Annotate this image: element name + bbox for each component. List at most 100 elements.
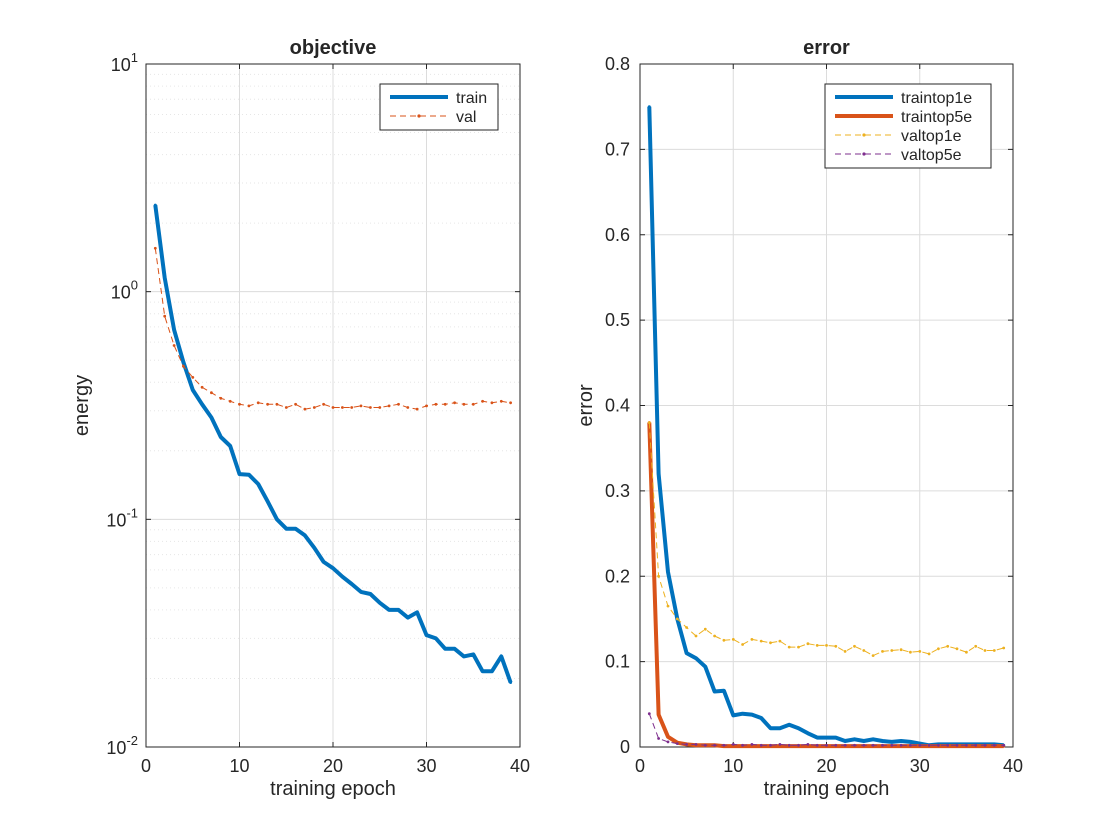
- data-point-valtop5e: [881, 743, 884, 747]
- data-point-valtop5e: [703, 743, 707, 747]
- y-axis-label: energy: [71, 375, 93, 436]
- chart-title: objective: [290, 37, 377, 59]
- data-point-val: [425, 404, 428, 408]
- data-point-train: [200, 402, 204, 406]
- data-point-train: [191, 388, 195, 392]
- series-line-val: [154, 248, 511, 410]
- y-tick-label: 0.3: [605, 481, 630, 501]
- x-tick-label: 30: [416, 756, 436, 776]
- data-point-val: [397, 402, 400, 406]
- data-point-val: [153, 246, 157, 250]
- data-point-train: [387, 608, 391, 612]
- data-point-train: [368, 592, 372, 596]
- data-point-val: [331, 406, 335, 409]
- data-point-valtop1e: [815, 644, 819, 647]
- data-point-valtop1e: [862, 649, 866, 652]
- y-tick-exponent: 1: [131, 50, 138, 65]
- data-point-val: [172, 344, 176, 347]
- data-point-valtop1e: [853, 644, 856, 648]
- y-tick-exponent: -1: [126, 505, 138, 520]
- data-point-val: [499, 399, 503, 403]
- data-point-train: [415, 610, 419, 614]
- data-point-val: [434, 402, 438, 406]
- data-point-train: [397, 608, 400, 612]
- data-point-valtop5e: [778, 743, 782, 746]
- data-point-val: [247, 404, 251, 408]
- x-axis-label: training epoch: [270, 778, 396, 800]
- data-point-valtop5e: [731, 743, 735, 746]
- data-point-traintop1e: [871, 737, 875, 741]
- data-point-traintop1e: [778, 726, 782, 730]
- data-point-valtop1e: [666, 604, 670, 608]
- data-point-valtop5e: [974, 743, 978, 747]
- data-point-valtop1e: [899, 648, 903, 652]
- data-point-val: [481, 399, 484, 403]
- data-point-valtop1e: [694, 634, 698, 638]
- data-point-valtop5e: [787, 743, 791, 747]
- data-point-valtop1e: [946, 644, 950, 648]
- data-point-valtop5e: [965, 743, 968, 747]
- y-tick-label: 0.6: [605, 225, 630, 245]
- legend-label: traintop5e: [901, 109, 972, 126]
- data-point-val: [471, 402, 475, 406]
- y-tick-base: 10: [111, 55, 131, 75]
- data-point-val: [294, 402, 297, 406]
- data-point-train: [462, 654, 466, 658]
- x-tick-label: 0: [141, 756, 151, 776]
- data-point-val: [453, 401, 456, 405]
- data-point-train: [499, 654, 503, 658]
- data-point-valtop5e: [806, 743, 810, 746]
- data-point-valtop5e: [657, 737, 660, 740]
- data-point-valtop5e: [694, 743, 698, 746]
- data-point-valtop5e: [815, 743, 819, 747]
- data-point-valtop1e: [797, 645, 800, 649]
- chart-title: error: [803, 37, 850, 59]
- data-point-valtop1e: [881, 650, 884, 653]
- data-point-valtop1e: [927, 652, 931, 656]
- data-point-traintop1e: [834, 736, 838, 740]
- legend-marker-train: [417, 95, 421, 99]
- data-point-val: [387, 404, 391, 408]
- data-point-traintop1e: [666, 570, 670, 574]
- data-point-train: [471, 652, 475, 656]
- data-point-valtop1e: [1002, 646, 1006, 650]
- data-point-valtop5e: [899, 743, 903, 747]
- data-point-val: [415, 407, 419, 411]
- data-point-traintop1e: [750, 713, 754, 717]
- data-point-valtop5e: [647, 712, 651, 716]
- data-point-traintop1e: [731, 713, 735, 717]
- data-point-valtop5e: [992, 743, 996, 747]
- axes-1: 0 10 20 30 40 0 0.1 0.2 0.3 0.4 0.5 0.6 0.7 0.8 error t…: [575, 37, 1023, 800]
- data-point-train: [406, 616, 410, 620]
- data-point-valtop1e: [703, 627, 707, 631]
- data-point-valtop1e: [647, 421, 651, 424]
- data-point-traintop1e: [908, 740, 912, 744]
- data-point-train: [247, 473, 251, 477]
- y-tick-label: 100: [111, 278, 138, 303]
- data-point-valtop1e: [675, 617, 679, 621]
- y-tick-label: 0: [620, 737, 630, 757]
- data-point-valtop1e: [657, 574, 660, 578]
- data-point-valtop5e: [722, 743, 726, 747]
- data-point-valtop5e: [909, 743, 912, 747]
- data-point-train: [228, 444, 232, 448]
- data-point-valtop5e: [918, 743, 922, 747]
- data-point-train: [266, 499, 270, 503]
- data-point-val: [369, 406, 372, 409]
- data-point-val: [256, 401, 260, 405]
- legend-marker-val: [417, 114, 421, 118]
- data-point-traintop1e: [890, 740, 894, 744]
- data-point-val: [219, 396, 223, 400]
- data-point-valtop1e: [750, 638, 754, 641]
- data-point-valtop5e: [834, 743, 838, 747]
- x-tick-label: 40: [510, 756, 530, 776]
- y-tick-base: 10: [106, 738, 126, 758]
- data-point-val: [378, 406, 382, 409]
- data-point-train: [256, 482, 260, 486]
- data-point-traintop1e: [787, 723, 791, 727]
- data-point-valtop1e: [983, 649, 987, 652]
- y-tick-exponent: -2: [126, 733, 138, 748]
- data-point-valtop5e: [769, 743, 772, 747]
